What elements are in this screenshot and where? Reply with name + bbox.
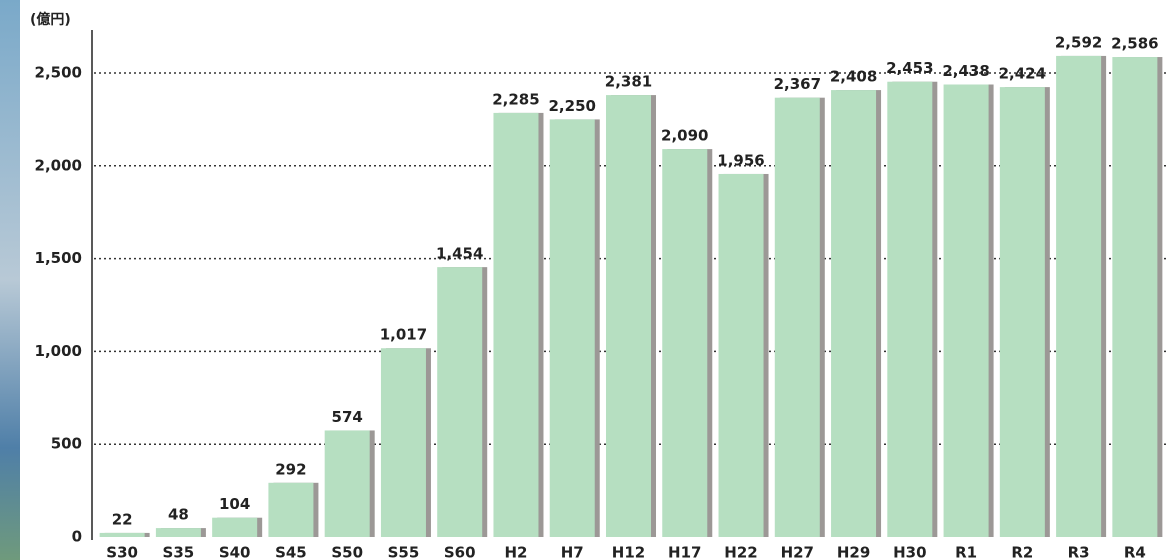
bar [437, 267, 482, 537]
bar [1112, 57, 1157, 537]
x-tick-label: S55 [388, 544, 420, 560]
y-axis-unit: (億円) [30, 11, 71, 28]
bar [775, 98, 820, 537]
bar [212, 518, 257, 537]
value-label: 2,408 [830, 68, 877, 86]
value-label: 2,592 [1055, 33, 1102, 51]
y-tick-label: 0 [72, 528, 82, 546]
side-photo [0, 0, 20, 560]
y-tick-label: 2,000 [35, 156, 82, 174]
x-tick-label: H7 [561, 544, 584, 560]
x-tick-label: R1 [955, 544, 977, 560]
x-tick-label: S35 [163, 544, 195, 560]
bar [719, 174, 764, 537]
bar [831, 90, 876, 537]
value-label: 1,017 [380, 326, 427, 344]
y-tick-label: 500 [51, 435, 82, 453]
x-tick-label: H17 [668, 544, 701, 560]
value-label: 2,381 [605, 73, 652, 91]
bar [156, 528, 201, 537]
value-label: 2,586 [1111, 35, 1158, 53]
bar [381, 348, 426, 537]
value-label: 2,424 [999, 65, 1046, 83]
x-tick-label: H29 [837, 544, 870, 560]
y-tick-label: 1,000 [35, 342, 82, 360]
bar [887, 82, 932, 537]
x-tick-label: S45 [275, 544, 307, 560]
value-label: 1,956 [717, 151, 764, 169]
x-tick-label: H12 [612, 544, 645, 560]
bar [606, 95, 651, 537]
value-label: 2,453 [886, 59, 933, 77]
value-label: 22 [112, 510, 133, 528]
value-label: 2,090 [661, 127, 708, 145]
x-tick-label: H27 [781, 544, 814, 560]
value-label: 2,285 [492, 90, 539, 108]
y-tick-label: 1,500 [35, 249, 82, 267]
value-label: 2,367 [774, 75, 821, 93]
x-tick-label: S60 [444, 544, 476, 560]
bar [493, 113, 538, 537]
bar [100, 533, 145, 537]
x-tick-label: S40 [219, 544, 251, 560]
bar [1056, 56, 1101, 537]
page: {"chart_data": {"type": "bar", "y_label"… [0, 0, 1167, 560]
value-label: 2,438 [942, 62, 989, 80]
x-tick-label: H30 [893, 544, 926, 560]
bar [1000, 87, 1045, 537]
x-tick-label: R3 [1068, 544, 1090, 560]
x-tick-label: R2 [1011, 544, 1033, 560]
bar [268, 483, 313, 537]
bar [325, 430, 370, 537]
x-tick-label: H22 [724, 544, 757, 560]
x-tick-label: R4 [1124, 544, 1146, 560]
x-tick-label: S50 [331, 544, 363, 560]
value-label: 2,250 [549, 97, 596, 115]
chart: (億円) 0 500 1,000 1,500 2,000 2,500 22 S30 48 S35 1… [0, 0, 1167, 560]
value-label: 104 [219, 495, 250, 513]
value-label: 574 [332, 408, 363, 426]
value-label: 1,454 [436, 245, 483, 263]
x-tick-label: S30 [106, 544, 138, 560]
bar [550, 119, 595, 537]
value-label: 48 [168, 506, 189, 524]
bar [944, 85, 989, 537]
x-tick-label: H2 [504, 544, 527, 560]
value-label: 292 [275, 460, 306, 478]
bar [662, 149, 707, 537]
y-tick-label: 2,500 [35, 64, 82, 82]
